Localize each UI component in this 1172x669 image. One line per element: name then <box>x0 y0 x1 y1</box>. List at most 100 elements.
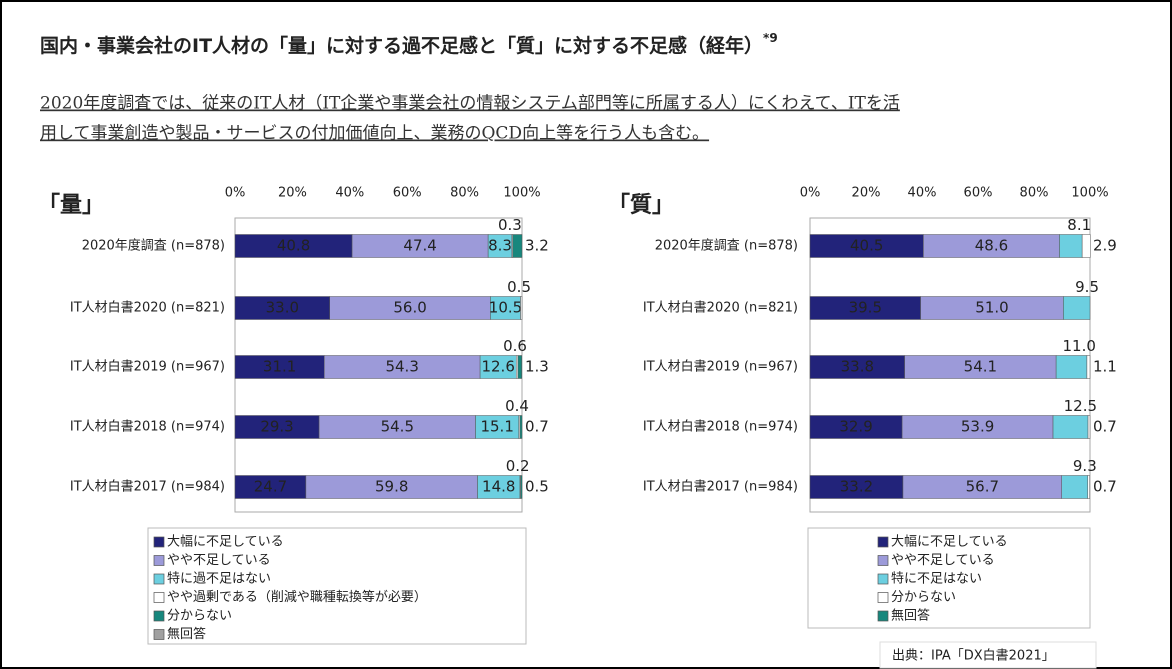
bar-segment <box>1055 355 1088 379</box>
bar-segment <box>1063 296 1091 320</box>
value-label: 0.2 <box>506 457 530 475</box>
category-label: IT人材白書2020 (n=821) <box>70 300 225 316</box>
value-label: 54.5 <box>381 418 414 436</box>
legend-label: 特に不足はない <box>891 572 982 587</box>
x-tick-label: 100% <box>503 186 540 201</box>
value-label: 54.1 <box>964 358 997 376</box>
value-label: 0.6 <box>503 337 527 355</box>
value-label: 47.4 <box>403 237 436 255</box>
bar-segment <box>516 355 519 379</box>
x-tick-label: 20% <box>852 186 881 201</box>
category-label: IT人材白書2020 (n=821) <box>643 300 798 316</box>
bar-segment <box>517 355 522 379</box>
value-label: 56.7 <box>966 478 999 496</box>
legend-swatch <box>877 536 889 548</box>
value-label: 0.7 <box>525 418 549 436</box>
legend-swatch <box>153 629 165 640</box>
legend-swatch <box>153 555 165 566</box>
source: 出典：IPA「DX白書2021」 <box>892 648 1055 664</box>
value-label: 15.1 <box>480 418 513 436</box>
category-label: IT人材白書2017 (n=984) <box>70 479 225 495</box>
x-tick-label: 40% <box>908 186 937 201</box>
bar-segment <box>1087 415 1091 439</box>
value-label: 2.9 <box>1093 237 1117 255</box>
x-tick-label: 60% <box>393 186 422 201</box>
category-label: IT人材白書2018 (n=974) <box>70 419 225 435</box>
value-label: 12.6 <box>481 358 514 376</box>
x-tick-label: 0% <box>225 186 246 201</box>
legend-label: 分からない <box>891 590 956 605</box>
value-label: 40.5 <box>850 237 883 255</box>
value-label: 31.1 <box>263 358 296 376</box>
value-label: 10.5 <box>489 299 522 317</box>
chart-title: 「質」 <box>608 193 674 218</box>
legend-swatch <box>877 555 889 566</box>
value-label: 0.5 <box>525 478 549 496</box>
bar-segment <box>512 234 523 258</box>
value-label: 12.5 <box>1064 397 1097 415</box>
value-label: 8.1 <box>1067 216 1091 234</box>
value-label: 56.0 <box>393 299 426 317</box>
x-tick-label: 20% <box>278 186 307 201</box>
bar-segment <box>1052 415 1089 439</box>
value-label: 33.0 <box>266 299 299 317</box>
value-label: 11.0 <box>1063 337 1096 355</box>
category-label: 2020年度調査 (n=878) <box>655 238 798 254</box>
bar-segment <box>520 475 523 499</box>
legend-label: やや過剰である（削減や職種転換等が必要） <box>167 589 427 605</box>
x-tick-label: 100% <box>1071 186 1108 201</box>
source-box <box>879 641 1097 669</box>
category-label: IT人材白書2017 (n=984) <box>643 479 798 495</box>
x-tick-label: 40% <box>335 186 364 201</box>
legend-label: 大幅に不足している <box>891 535 1008 550</box>
legend-box <box>147 527 527 645</box>
legend-swatch <box>153 573 165 585</box>
legend-label: 特に過不足はない <box>167 572 271 587</box>
value-label: 39.5 <box>849 299 882 317</box>
value-label: 9.5 <box>1075 278 1099 296</box>
category-label: IT人材白書2019 (n=967) <box>70 359 225 375</box>
category-label: 2020年度調査 (n=878) <box>82 238 225 254</box>
legend-label: 分からない <box>167 609 232 624</box>
value-label: 0.4 <box>505 397 529 415</box>
title-note: *9 <box>763 31 778 45</box>
legend-label: 大幅に不足している <box>167 535 284 550</box>
value-label: 33.8 <box>841 358 874 376</box>
legend-label: やや不足している <box>167 553 271 568</box>
bar-segment <box>520 296 523 320</box>
bar-segment <box>1081 234 1091 258</box>
value-label: 32.9 <box>839 418 872 436</box>
x-tick-label: 80% <box>1020 186 1049 201</box>
value-label: 54.3 <box>385 358 418 376</box>
value-label: 0.5 <box>507 278 531 296</box>
subtitle: 用して事業創造や製品・サービスの付加価値向上、業務のQCD向上等を行う人も含む。 <box>40 124 709 144</box>
legend-swatch <box>153 610 165 622</box>
legend-swatch <box>877 592 889 603</box>
legend-swatch <box>877 573 889 585</box>
legend-label: やや不足している <box>891 553 995 568</box>
legend-swatch <box>153 592 165 603</box>
chart-title: 「量」 <box>38 193 104 218</box>
legend-swatch <box>877 610 889 622</box>
bar-segment <box>1059 234 1083 258</box>
value-label: 29.3 <box>260 418 293 436</box>
legend-box <box>807 527 1091 629</box>
category-label: IT人材白書2019 (n=967) <box>643 359 798 375</box>
x-tick-label: 60% <box>964 186 993 201</box>
subtitle: 2020年度調査では、従来のIT人材（IT企業や事業会社の情報システム部門等に所… <box>40 94 900 114</box>
value-label: 3.2 <box>525 237 549 255</box>
bar-segment <box>1061 475 1089 499</box>
x-tick-label: 80% <box>450 186 479 201</box>
category-label: IT人材白書2018 (n=974) <box>643 419 798 435</box>
value-label: 14.8 <box>482 478 515 496</box>
value-label: 1.1 <box>1093 358 1117 376</box>
value-label: 40.8 <box>277 237 310 255</box>
bar-segment <box>1086 355 1091 379</box>
bar-segment <box>1087 475 1090 499</box>
value-label: 24.7 <box>254 478 287 496</box>
value-label: 53.9 <box>961 418 994 436</box>
value-label: 0.7 <box>1093 418 1117 436</box>
x-tick-label: 0% <box>800 186 821 201</box>
value-label: 1.3 <box>525 358 549 376</box>
